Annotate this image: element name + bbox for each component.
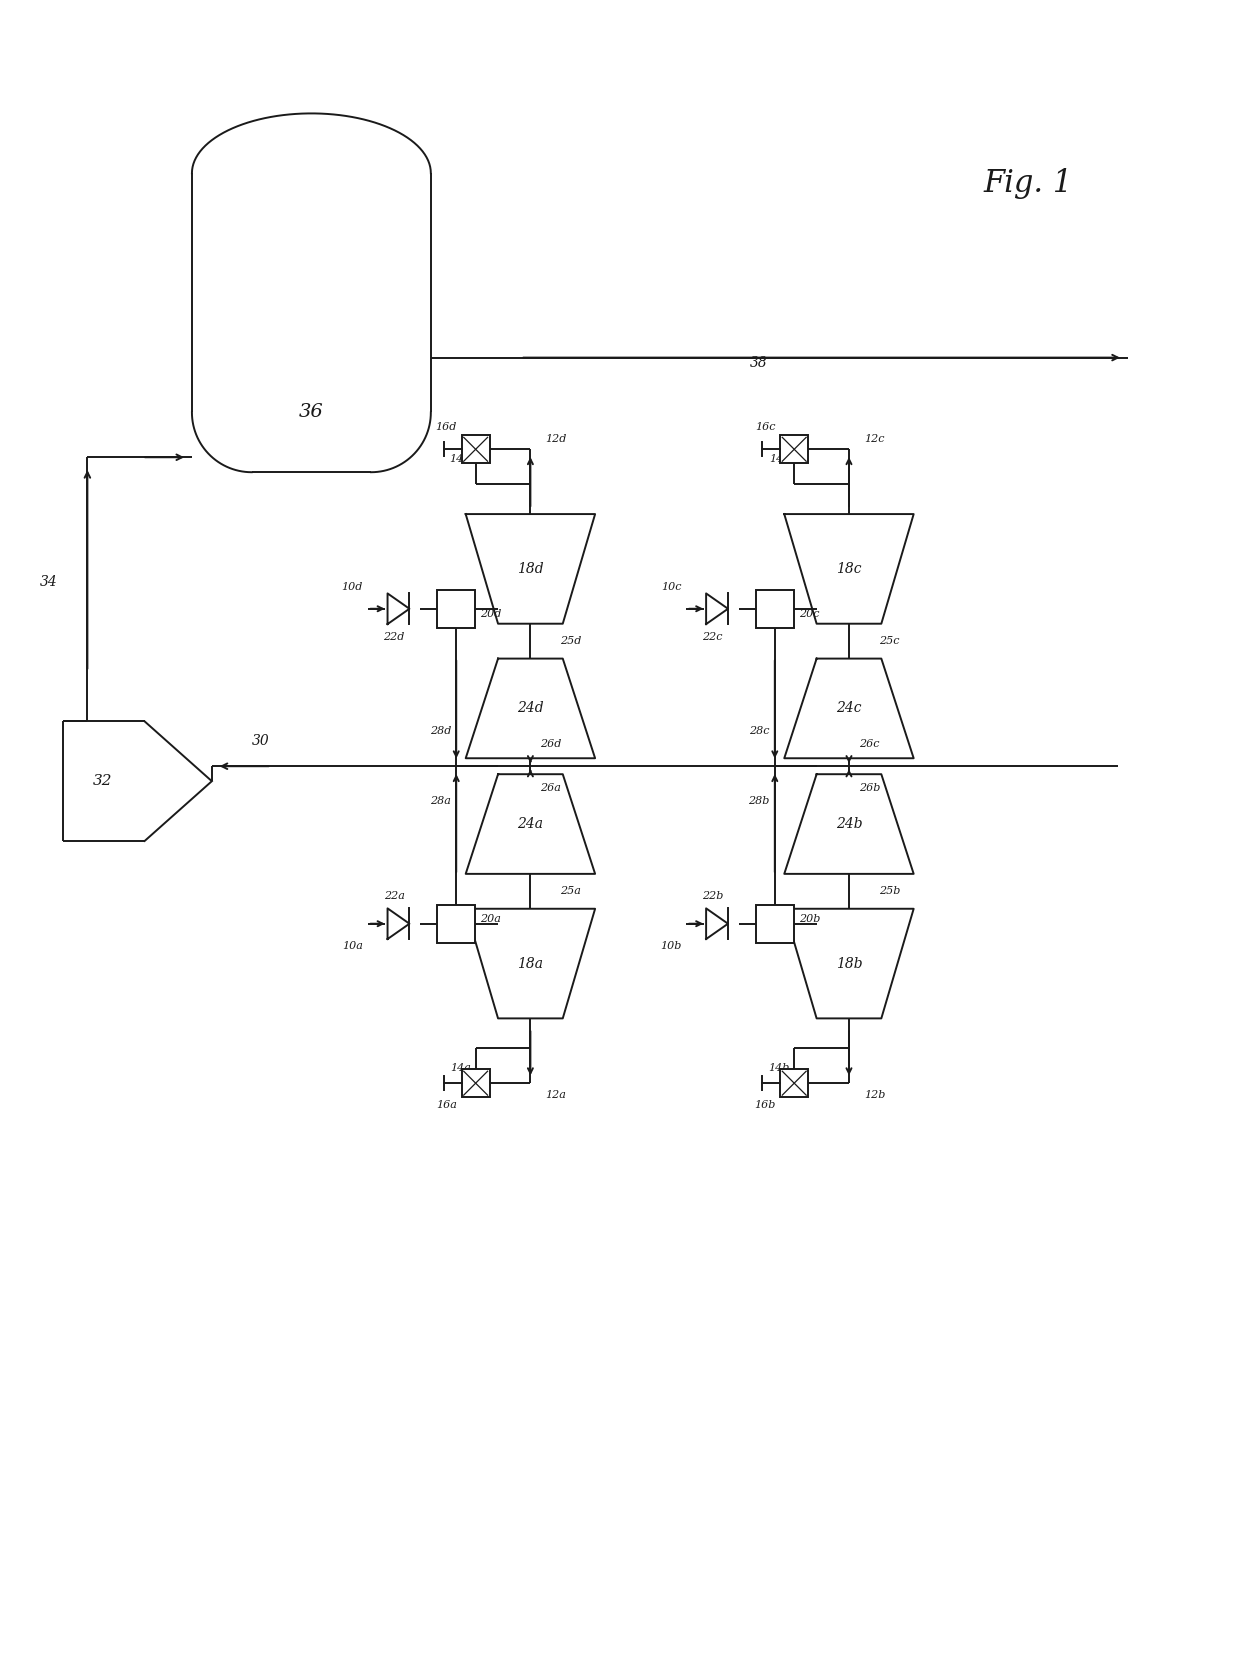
Text: 14c: 14c <box>769 455 789 465</box>
Text: 16d: 16d <box>435 423 456 433</box>
Bar <box>756 904 794 942</box>
Text: 14d: 14d <box>449 455 471 465</box>
Text: 22b: 22b <box>702 891 723 901</box>
Text: 10a: 10a <box>342 941 362 951</box>
Text: 25c: 25c <box>879 637 899 647</box>
Text: 18a: 18a <box>517 956 543 971</box>
Bar <box>780 436 808 463</box>
Text: 16a: 16a <box>435 1101 456 1111</box>
Text: 16c: 16c <box>755 423 775 433</box>
Text: 20b: 20b <box>799 914 820 924</box>
Text: 28a: 28a <box>430 795 451 805</box>
Bar <box>438 904 475 942</box>
Text: 28d: 28d <box>430 727 451 737</box>
Text: Fig. 1: Fig. 1 <box>983 167 1073 199</box>
Text: 28b: 28b <box>749 795 770 805</box>
Text: 20d: 20d <box>480 608 501 618</box>
Text: 24c: 24c <box>836 702 862 715</box>
Text: 38: 38 <box>749 356 768 369</box>
Text: 12b: 12b <box>864 1089 885 1100</box>
Text: 26d: 26d <box>541 739 562 749</box>
Text: 36: 36 <box>299 403 324 421</box>
Text: 22d: 22d <box>383 632 404 642</box>
Text: 10d: 10d <box>341 582 362 592</box>
Text: 24a: 24a <box>517 817 543 830</box>
Text: 32: 32 <box>93 774 112 789</box>
Text: 26c: 26c <box>859 739 879 749</box>
Text: 18b: 18b <box>836 956 862 971</box>
Text: 24b: 24b <box>836 817 862 830</box>
Text: 10c: 10c <box>661 582 681 592</box>
Text: 12d: 12d <box>546 434 567 444</box>
Text: 25b: 25b <box>879 886 900 896</box>
Text: 20c: 20c <box>799 608 820 618</box>
Bar <box>438 590 475 628</box>
Text: 10b: 10b <box>660 941 681 951</box>
Bar <box>461 436 490 463</box>
Text: 18c: 18c <box>836 561 862 576</box>
Text: 14b: 14b <box>768 1063 789 1073</box>
Text: 28c: 28c <box>749 727 770 737</box>
Text: 18d: 18d <box>517 561 543 576</box>
Bar <box>780 1069 808 1098</box>
Text: 24d: 24d <box>517 702 543 715</box>
Text: 20a: 20a <box>480 914 501 924</box>
Text: 26b: 26b <box>859 784 880 794</box>
Text: 25d: 25d <box>560 637 582 647</box>
Text: 25a: 25a <box>560 886 582 896</box>
Bar <box>461 1069 490 1098</box>
Text: 12a: 12a <box>546 1089 567 1100</box>
Text: 30: 30 <box>252 734 269 749</box>
Text: 16b: 16b <box>754 1101 775 1111</box>
Text: 22a: 22a <box>383 891 404 901</box>
Text: 34: 34 <box>40 575 57 588</box>
Text: 26a: 26a <box>541 784 562 794</box>
Bar <box>756 590 794 628</box>
Text: 14a: 14a <box>450 1063 471 1073</box>
Text: 12c: 12c <box>864 434 884 444</box>
Text: 22c: 22c <box>703 632 723 642</box>
